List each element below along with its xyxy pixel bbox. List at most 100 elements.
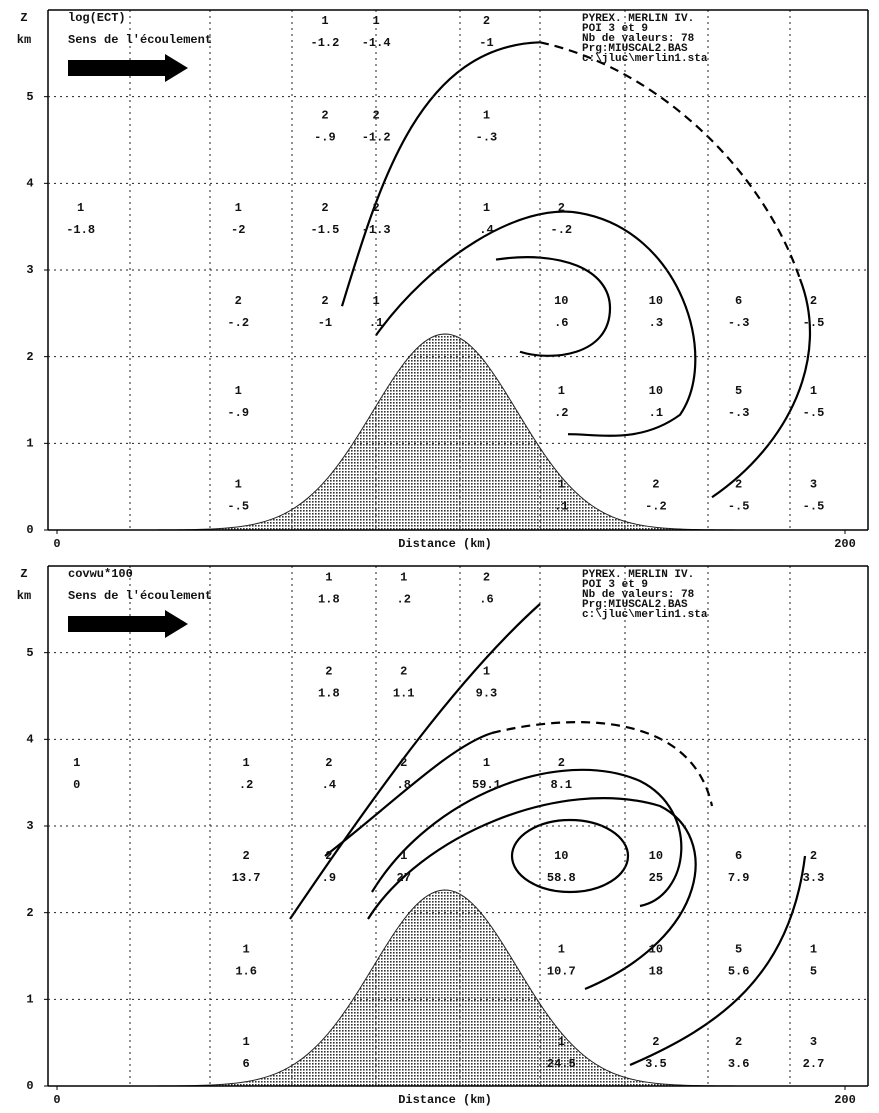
cell-value: .1: [649, 406, 663, 420]
info-line: POI 3 et 9: [582, 579, 648, 591]
cell-value: 1.8: [318, 686, 340, 700]
cell-value: .2: [397, 593, 411, 607]
cell-value: 24.5: [547, 1057, 576, 1071]
flow-label: Sens de l'écoulement: [68, 33, 212, 47]
y-tick-label: 0: [26, 523, 33, 537]
panel-title: covwu*100: [68, 567, 133, 581]
cell-value: -.5: [803, 316, 825, 330]
cell-count: 1: [558, 384, 565, 398]
y-tick-label: 5: [26, 646, 33, 660]
cell-count: 1: [558, 943, 565, 957]
info-line: c:\jluc\merlin1.sta: [582, 609, 708, 621]
cell-count: 2: [558, 201, 565, 215]
info-line: POI 3 et 9: [582, 23, 648, 35]
cell-count: 2: [810, 294, 817, 308]
cell-count: 1: [243, 943, 250, 957]
cell-count: 2: [321, 294, 328, 308]
cell-value: -1.8: [66, 223, 95, 237]
x-tick-label: 0: [53, 537, 60, 551]
cell-count: 1: [373, 14, 380, 28]
contour: [510, 818, 630, 894]
cell-count: 2: [810, 849, 817, 863]
cell-count: 3: [810, 478, 817, 492]
cell-value: -1.2: [362, 130, 391, 144]
cell-count: 2: [735, 478, 742, 492]
cell-value: -1.4: [362, 36, 391, 50]
cell-value: -.5: [803, 500, 825, 514]
cell-value: .6: [554, 316, 568, 330]
cell-count: 1: [810, 943, 817, 957]
cell-value: 25: [649, 871, 663, 885]
y-tick-label: 2: [26, 350, 33, 364]
cell-count: 2: [321, 108, 328, 122]
cell-value: -.5: [227, 500, 249, 514]
x-axis-label: Distance (km): [398, 1093, 492, 1107]
cell-count: 1: [235, 201, 242, 215]
contour: [491, 721, 714, 807]
cell-value: 10.7: [547, 965, 576, 979]
cell-value: -1.3: [362, 223, 391, 237]
cell-value: 27: [397, 871, 411, 885]
cell-value: 3.6: [728, 1057, 750, 1071]
cell-value: .1: [369, 316, 383, 330]
cell-value: -.5: [728, 500, 750, 514]
cell-value: -.5: [803, 406, 825, 420]
y-tick-label: 0: [26, 1079, 33, 1093]
flow-label: Sens de l'écoulement: [68, 589, 212, 603]
cell-value: -2: [231, 223, 245, 237]
cell-value: 2.7: [803, 1057, 825, 1071]
cell-count: 2: [373, 201, 380, 215]
cell-value: 5: [810, 965, 817, 979]
contours: [289, 603, 807, 1067]
contour: [371, 768, 683, 908]
cell-value: 0: [73, 778, 80, 792]
terrain: [60, 333, 840, 531]
cell-value: -1.2: [311, 36, 340, 50]
cell-count: 1: [243, 1035, 250, 1049]
cell-value: -1: [479, 36, 493, 50]
cell-count: 2: [652, 1035, 659, 1049]
cell-value: -.2: [551, 223, 573, 237]
contour: [539, 41, 802, 280]
cell-value: 1.6: [235, 965, 257, 979]
cell-value: .8: [397, 778, 411, 792]
cell-count: 2: [400, 664, 407, 678]
cell-count: 10: [554, 294, 568, 308]
cell-value: .3: [649, 316, 663, 330]
contour: [340, 41, 541, 307]
info-line: PYREX. MERLIN IV.: [582, 569, 694, 581]
y-axis-unit: km: [17, 589, 31, 603]
cell-value: .4: [479, 223, 493, 237]
y-tick-label: 3: [26, 819, 33, 833]
cell-value: .4: [322, 778, 336, 792]
info-line: PYREX. MERLIN IV.: [582, 13, 694, 25]
cell-count: 1: [483, 108, 490, 122]
cell-count: 2: [325, 756, 332, 770]
cell-count: 1: [810, 384, 817, 398]
contour: [367, 797, 697, 991]
cell-count: 1: [483, 201, 490, 215]
panel-title: log(ECT): [68, 11, 126, 25]
cell-count: 10: [649, 849, 663, 863]
x-tick-label: 200: [834, 1093, 856, 1107]
y-axis-label: Z: [20, 11, 27, 25]
cell-count: 1: [235, 384, 242, 398]
cell-value: -.2: [645, 500, 667, 514]
cell-count: 10: [554, 849, 568, 863]
y-tick-label: 2: [26, 906, 33, 920]
cell-value: 1.1: [393, 686, 415, 700]
cell-value: 1.8: [318, 593, 340, 607]
cell-count: 1: [325, 571, 332, 585]
cell-value: 3.5: [645, 1057, 667, 1071]
contours: [340, 41, 812, 499]
cell-count: 1: [558, 1035, 565, 1049]
cell-count: 2: [325, 664, 332, 678]
contour: [289, 603, 541, 920]
x-tick-label: 200: [834, 537, 856, 551]
cell-value: 6: [243, 1057, 250, 1071]
cell-value: .1: [554, 500, 568, 514]
cell-count: 1: [235, 478, 242, 492]
cell-count: 1: [400, 571, 407, 585]
flow-arrow: [68, 610, 188, 638]
